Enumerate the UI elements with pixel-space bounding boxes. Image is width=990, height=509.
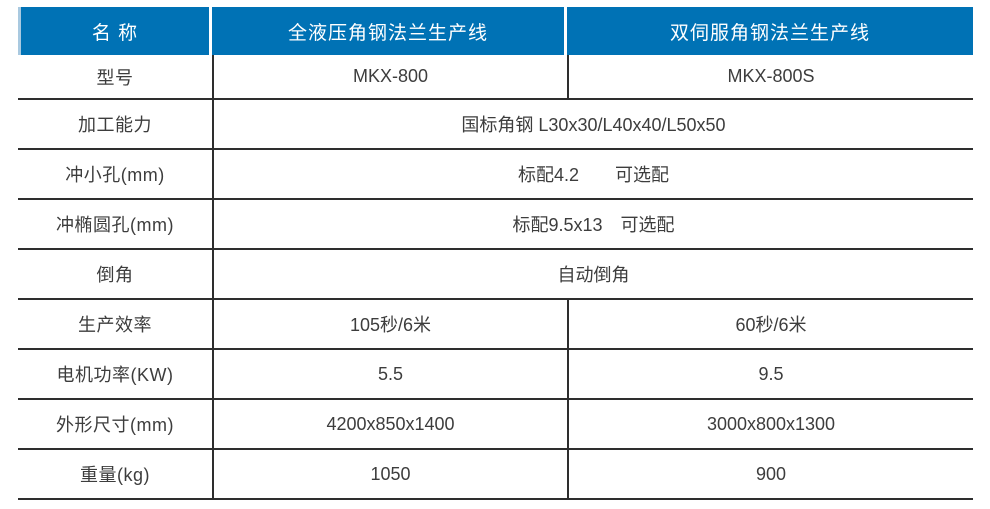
row-value-right: 60秒/6米 [567, 300, 973, 348]
table-row-motor-power: 电机功率(KW) 5.5 9.5 [18, 350, 973, 400]
row-label: 冲小孔(mm) [65, 165, 165, 185]
row-value-left: MKX-800 [212, 55, 567, 98]
row-label: 倒角 [96, 265, 134, 285]
table-row-weight: 重量(kg) 1050 900 [18, 450, 973, 500]
table-row-capacity: 加工能力 国标角钢 L30x30/L40x40/L50x50 [18, 100, 973, 150]
row-value-right: MKX-800S [567, 55, 973, 98]
header-cell-product-a: 全液压角钢法兰生产线 [212, 7, 567, 55]
row-label: 加工能力 [78, 115, 152, 135]
row-label: 冲椭圆孔(mm) [56, 215, 174, 235]
row-value-left: 105秒/6米 [212, 300, 567, 348]
table-header-row: 名 称 全液压角钢法兰生产线 双伺服角钢法兰生产线 [18, 7, 973, 55]
table-row-dimensions: 外形尺寸(mm) 4200x850x1400 3000x800x1300 [18, 400, 973, 450]
header-cell-product-b: 双伺服角钢法兰生产线 [567, 7, 973, 55]
row-value-merged: 标配9.5x13 可选配 [212, 200, 973, 248]
table-row-oval-hole: 冲椭圆孔(mm) 标配9.5x13 可选配 [18, 200, 973, 250]
table-row-chamfer: 倒角 自动倒角 [18, 250, 973, 300]
row-label: 外形尺寸(mm) [56, 415, 174, 435]
row-value-merged: 国标角钢 L30x30/L40x40/L50x50 [212, 100, 973, 148]
table-row-small-hole: 冲小孔(mm) 标配4.2 可选配 [18, 150, 973, 200]
row-value-right: 3000x800x1300 [567, 400, 973, 448]
row-value-right: 9.5 [567, 350, 973, 398]
product-spec-table: 名 称 全液压角钢法兰生产线 双伺服角钢法兰生产线 型号 MKX-800 MKX… [18, 7, 973, 500]
header-cell-name: 名 称 [18, 7, 212, 55]
row-label: 重量(kg) [80, 465, 150, 485]
row-value-merged: 标配4.2 可选配 [212, 150, 973, 198]
table-row-efficiency: 生产效率 105秒/6米 60秒/6米 [18, 300, 973, 350]
row-label: 生产效率 [78, 315, 152, 335]
row-value-left: 5.5 [212, 350, 567, 398]
row-label: 型号 [96, 67, 134, 88]
row-value-right: 900 [567, 450, 973, 498]
table-row-model: 型号 MKX-800 MKX-800S [18, 55, 973, 100]
row-value-left: 4200x850x1400 [212, 400, 567, 448]
row-value-merged: 自动倒角 [212, 250, 973, 298]
row-label: 电机功率(KW) [56, 365, 174, 385]
row-value-left: 1050 [212, 450, 567, 498]
